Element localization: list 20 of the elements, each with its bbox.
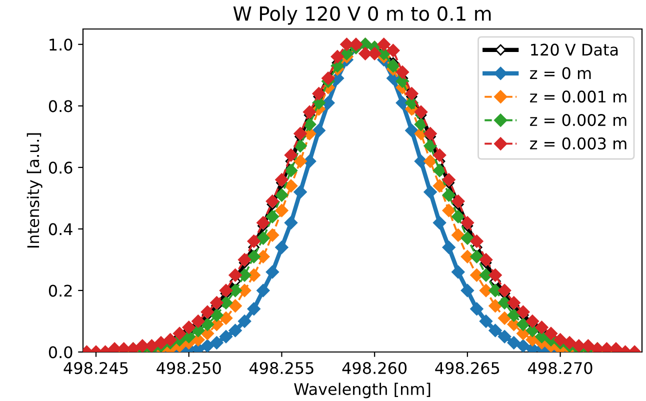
legend-label: z = 0.003 m xyxy=(530,137,626,150)
y-tick-label: 0.2 xyxy=(48,284,72,297)
legend-label: z = 0.002 m xyxy=(530,114,626,126)
legend-label: z = 0.001 m xyxy=(530,90,626,103)
x-axis-title: Wavelength [nm] xyxy=(294,382,430,398)
x-tick-label: 498.250 xyxy=(156,362,221,374)
legend-label: z = 0 m xyxy=(530,67,591,80)
y-axis-title: Intensity [a.u.] xyxy=(26,133,42,248)
x-tick-label: 498.260 xyxy=(342,362,407,374)
y-tick-label: 1.0 xyxy=(50,38,72,51)
y-tick-label: 0.4 xyxy=(48,223,72,236)
legend-label: 120 V Data xyxy=(531,44,618,56)
y-tick-label: 0.6 xyxy=(48,162,72,174)
x-tick-label: 498.245 xyxy=(64,362,128,374)
x-tick-label: 498.265 xyxy=(435,362,500,374)
y-tick-label: 0.0 xyxy=(48,346,72,358)
x-tick-label: 498.255 xyxy=(249,362,314,374)
x-tick-label: 498.270 xyxy=(528,362,592,374)
y-tick-label: 0.8 xyxy=(48,100,72,112)
chart-title: W Poly 120 V 0 m to 0.1 m xyxy=(233,6,491,25)
